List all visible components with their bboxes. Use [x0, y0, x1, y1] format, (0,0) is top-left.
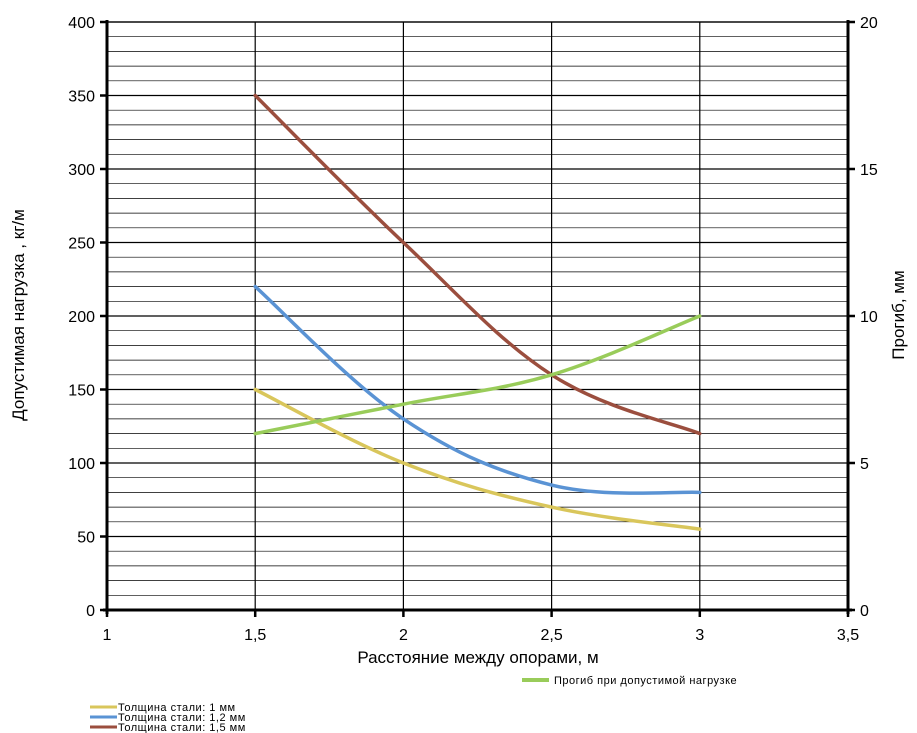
x-tick-label: 1,5 [244, 627, 266, 644]
y-tick-label: 350 [68, 89, 95, 106]
x-tick-label: 2,5 [540, 627, 562, 644]
y-axis-title: Допустимая нагрузка , кг/м [9, 209, 28, 421]
series-line-4 [253, 314, 702, 436]
series-line-2 [253, 284, 702, 495]
y-tick-label: 50 [77, 530, 95, 547]
series-line-3 [253, 93, 702, 436]
y2-tick-label: 10 [860, 309, 878, 326]
series-lines [253, 93, 702, 531]
y-tick-label: 0 [86, 603, 95, 620]
y-tick-label: 300 [68, 162, 95, 179]
y-tick-label: 400 [68, 15, 95, 32]
series-line-1 [253, 387, 702, 531]
legend: Прогиб при допустимой нагрузке Толщина ст… [90, 675, 737, 733]
y2-axis-title: Прогиб, мм [889, 270, 908, 359]
y2-tick-label: 0 [860, 603, 869, 620]
y-tick-label: 200 [68, 309, 95, 326]
y2-tick-label: 15 [860, 162, 878, 179]
x-tick-label: 1 [103, 627, 112, 644]
legend-label: Толщина стали: 1 мм [118, 702, 236, 714]
legend-label: Толщина стали: 1,2 мм [118, 712, 246, 724]
legend-label: Прогиб при допустимой нагрузке [554, 675, 737, 687]
y-tick-label: 100 [68, 456, 95, 473]
x-axis-title: Расстояние между опорами, м [357, 648, 598, 667]
axes [100, 20, 855, 617]
x-tick-label: 3 [695, 627, 704, 644]
legend-label: Толщина стали: 1,5 мм [118, 722, 246, 733]
x-tick-label: 3,5 [837, 627, 859, 644]
y2-tick-label: 5 [860, 456, 869, 473]
y-tick-label: 150 [68, 383, 95, 400]
x-tick-label: 2 [399, 627, 408, 644]
tick-labels: 0 50 100 150 200 250 300 350 400 0 5 10 15 20 1 1,5 2 2,5… [68, 15, 878, 644]
y2-tick-label: 20 [860, 15, 878, 32]
y-tick-label: 250 [68, 236, 95, 253]
